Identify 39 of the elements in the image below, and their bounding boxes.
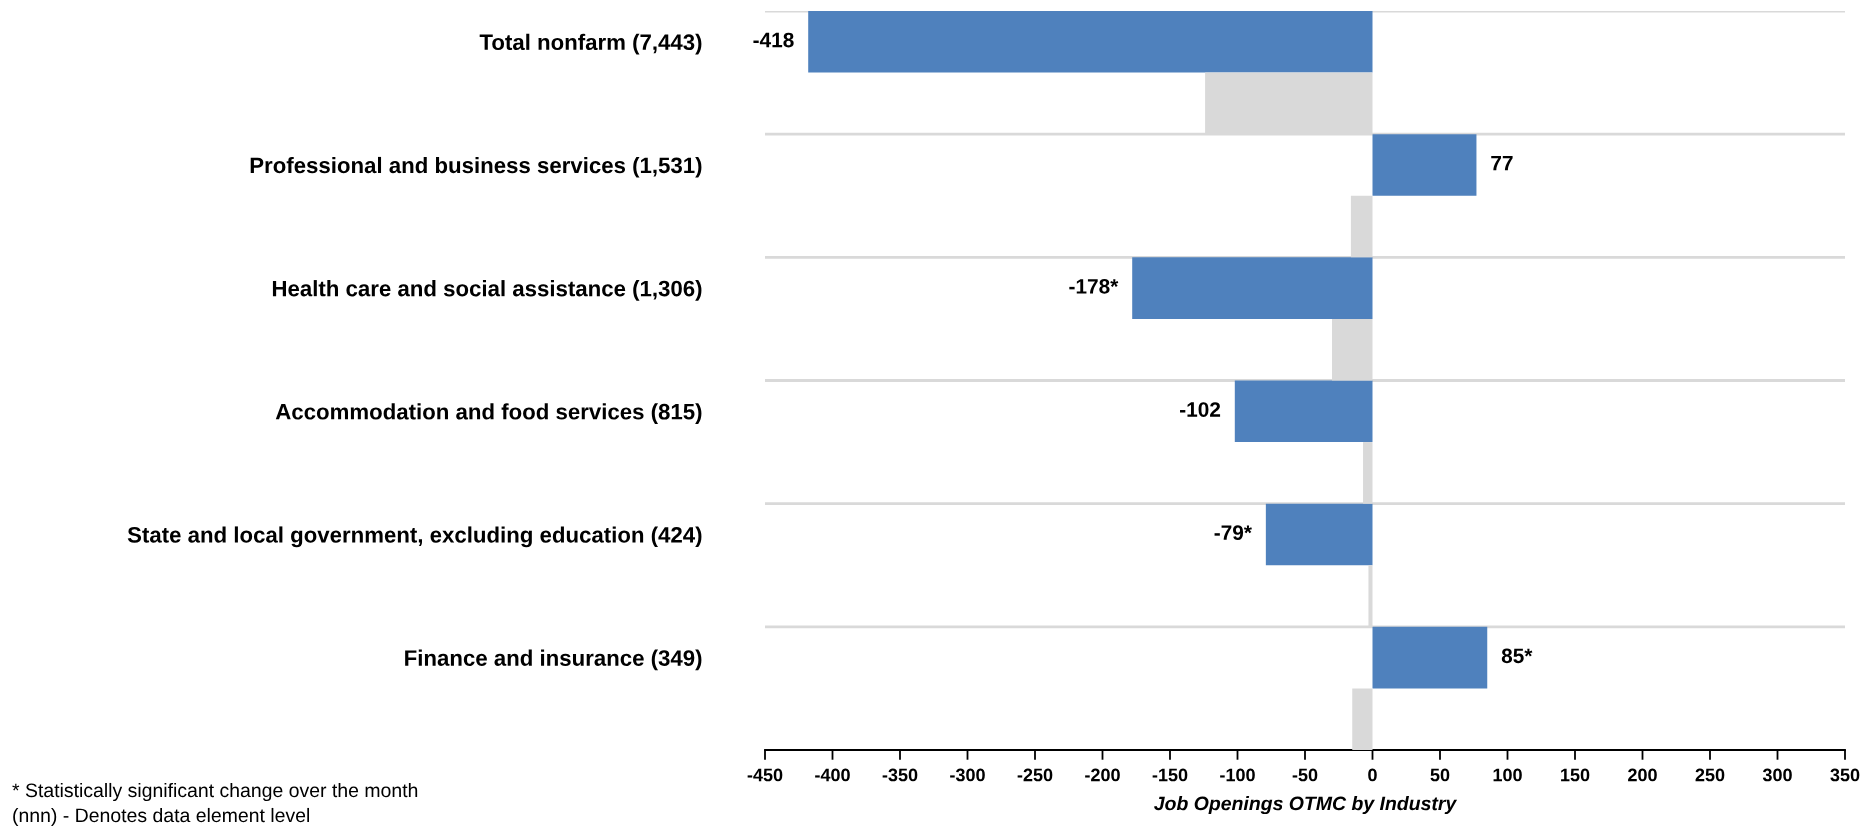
data-label: 77 xyxy=(1491,156,1513,171)
y-tick-label: State and local government, excluding education (424) xyxy=(127,526,702,548)
text: * Statistically significant change over the month xyxy=(12,782,418,802)
x-tick-label: -250 xyxy=(1017,768,1053,782)
x-tick-label: -450 xyxy=(747,768,783,782)
y-tick-label: Accommodation and food services (815) xyxy=(275,403,702,424)
bar xyxy=(808,11,1373,73)
x-tick-label: 100 xyxy=(1493,768,1522,782)
x-tick-label: -400 xyxy=(815,768,850,782)
x-tick-label: 50 xyxy=(1430,768,1450,782)
x-tick-label: 150 xyxy=(1561,768,1590,782)
data-label: -79* xyxy=(1214,525,1252,541)
x-tick-label: 350 xyxy=(1830,768,1860,782)
x-tick-label: 300 xyxy=(1762,768,1792,782)
x-tick-label: -150 xyxy=(1152,768,1188,782)
x-tick-label: -300 xyxy=(950,768,985,782)
text: (nnn) - Denotes data element level xyxy=(13,807,310,827)
data-label: -102 xyxy=(1180,402,1221,417)
x-tick-label: 250 xyxy=(1695,768,1725,782)
x-tick-label: 0 xyxy=(1368,768,1377,782)
x-tick-label: -200 xyxy=(1085,768,1120,782)
data-label: 85* xyxy=(1501,648,1533,664)
x-axis-title: Job Openings OTMC by Industry xyxy=(1154,796,1458,815)
bar xyxy=(1372,134,1477,196)
bar xyxy=(1265,503,1373,566)
y-tick-label: Total nonfarm (7,443) xyxy=(479,33,702,55)
bar xyxy=(1372,626,1488,689)
y-tick-label: Finance and insurance (349) xyxy=(405,649,702,671)
bar xyxy=(1352,688,1373,750)
y-tick-label: Professional and business services (1,531) xyxy=(250,156,702,178)
x-tick-label: 200 xyxy=(1628,768,1657,782)
data-label: -178* xyxy=(1069,278,1119,294)
data-label: -418 xyxy=(753,32,794,48)
x-tick-label: -50 xyxy=(1292,768,1318,782)
y-tick-label: Health care and social assistance (1,306) xyxy=(272,280,702,301)
x-tick-label: -100 xyxy=(1220,768,1255,782)
x-tick-label: -350 xyxy=(882,768,918,782)
bar xyxy=(1132,257,1373,319)
bar xyxy=(1234,380,1373,443)
